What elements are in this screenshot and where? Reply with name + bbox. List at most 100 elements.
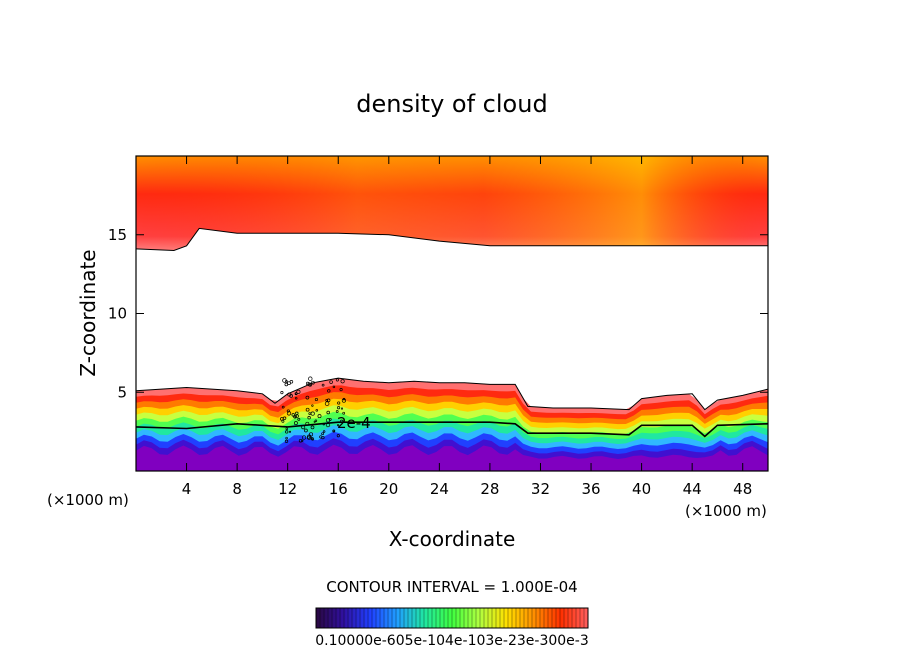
speckle xyxy=(329,380,333,384)
speckle xyxy=(335,410,339,413)
speckle xyxy=(311,380,315,385)
speckle xyxy=(321,383,325,387)
speckle xyxy=(301,439,304,442)
x-tick-label: 40 xyxy=(632,480,651,498)
speckle xyxy=(294,396,298,400)
speckle xyxy=(322,422,326,426)
speckle xyxy=(325,418,331,423)
speckle xyxy=(314,397,318,402)
lower-layer-boundary xyxy=(136,377,768,411)
speckle xyxy=(281,405,285,409)
speckle xyxy=(326,398,331,403)
y-tick-label: 15 xyxy=(108,226,127,244)
speckle xyxy=(337,406,341,410)
colorbar-labels: 0.10000e-605e-104e-103e-23e-300e-3 xyxy=(315,633,589,649)
speckle xyxy=(332,385,336,389)
speckle xyxy=(305,381,310,386)
speckle xyxy=(332,429,336,433)
speckle xyxy=(308,432,314,437)
speckle xyxy=(307,416,311,420)
speckle xyxy=(307,382,312,387)
contour-label: 2e-4 xyxy=(337,414,371,432)
speckle xyxy=(327,389,331,393)
speckle xyxy=(287,392,292,397)
y-axis-ticks: 5 10 15 xyxy=(108,226,768,401)
speckle xyxy=(336,424,340,427)
speckle xyxy=(285,436,288,440)
speckle xyxy=(325,422,331,428)
speckle xyxy=(321,432,324,436)
speckle xyxy=(311,404,314,407)
speckle xyxy=(305,421,310,426)
colorbar-dividers xyxy=(319,608,585,628)
upper-cloud-glow xyxy=(136,156,768,251)
speckle xyxy=(341,398,346,403)
speckle xyxy=(304,428,308,433)
chart-title: density of cloud xyxy=(356,90,547,118)
x-axis-label: X-coordinate xyxy=(389,527,516,551)
speckle xyxy=(308,412,312,415)
contour-speckles xyxy=(280,376,346,443)
x-unit-right: (×1000 m) xyxy=(685,502,767,520)
speckle xyxy=(319,435,323,439)
speckle xyxy=(308,376,313,381)
x-axis-ticks: 4 8 12 16 20 24 28 32 36 40 44 48 xyxy=(182,156,752,498)
x-tick-label: 12 xyxy=(278,480,297,498)
speckle xyxy=(288,430,292,433)
x-tick-label: 28 xyxy=(480,480,499,498)
colorbar xyxy=(315,607,589,629)
speckle xyxy=(296,389,301,394)
x-tick-label: 32 xyxy=(531,480,550,498)
speckle xyxy=(285,430,289,434)
speckle xyxy=(313,420,316,423)
speckle xyxy=(282,416,287,420)
speckle xyxy=(294,415,297,418)
speckle xyxy=(336,434,340,438)
x-tick-label: 48 xyxy=(733,480,752,498)
speckle xyxy=(297,417,301,421)
upper-layer-boundary xyxy=(136,227,768,252)
speckle xyxy=(310,425,315,430)
speckle xyxy=(325,399,329,402)
plot-area xyxy=(136,156,768,471)
speckle xyxy=(293,421,298,426)
x-tick-label: 36 xyxy=(581,480,600,498)
speckle xyxy=(285,380,288,383)
x-tick-label: 16 xyxy=(329,480,348,498)
x-tick-label: 44 xyxy=(683,480,702,498)
y-tick-label: 5 xyxy=(117,383,127,401)
speckle xyxy=(285,427,289,430)
x-tick-label: 4 xyxy=(182,480,192,498)
speckle xyxy=(340,419,344,423)
speckle xyxy=(337,401,341,405)
speckle xyxy=(308,383,312,387)
speckle xyxy=(306,435,312,440)
speckle xyxy=(289,380,294,384)
x-tick-label: 8 xyxy=(232,480,242,498)
speckle xyxy=(342,397,346,401)
speckle xyxy=(339,388,343,392)
speckle xyxy=(326,410,330,415)
contour-interval-label: CONTOUR INTERVAL = 1.000E-04 xyxy=(326,578,577,596)
lower-band-10 xyxy=(136,444,768,471)
speckle xyxy=(315,409,319,412)
x-tick-label: 24 xyxy=(430,480,449,498)
speckle xyxy=(301,435,307,440)
y-tick-label: 10 xyxy=(108,305,127,323)
x-tick-label: 20 xyxy=(379,480,398,498)
speckle xyxy=(317,414,322,419)
speckle xyxy=(286,411,292,416)
speckle xyxy=(305,407,310,412)
speckle xyxy=(342,411,346,415)
speckle xyxy=(324,401,330,406)
speckle xyxy=(294,392,298,396)
speckle xyxy=(286,409,290,413)
speckle xyxy=(335,378,339,382)
speckle xyxy=(301,425,306,430)
speckle xyxy=(298,438,303,443)
x-unit-left: (×1000 m) xyxy=(47,491,129,509)
speckle xyxy=(280,391,284,395)
y-axis-label: Z-coordinate xyxy=(76,249,100,376)
speckle xyxy=(284,439,289,443)
